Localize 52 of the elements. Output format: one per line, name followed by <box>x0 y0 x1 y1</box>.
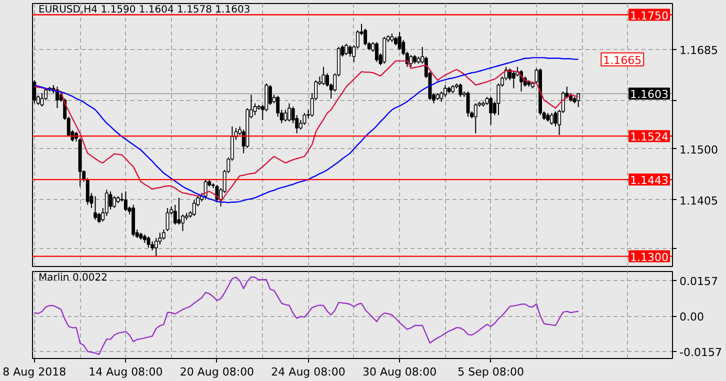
candlestick <box>443 84 447 98</box>
candlestick <box>474 102 478 134</box>
candlestick <box>166 207 170 232</box>
candlestick <box>215 184 219 202</box>
candlestick <box>204 179 208 200</box>
candlestick <box>375 42 378 63</box>
x-tick-label: 20 Aug 08:00 <box>180 366 254 378</box>
x-tick-label: 8 Aug 2018 <box>2 366 66 378</box>
y-tick-label: 0.0157 <box>680 275 718 288</box>
ref-line-label: 1.1300 <box>630 250 669 264</box>
candlestick <box>94 196 97 220</box>
candlestick <box>288 102 291 122</box>
candlestick <box>382 36 386 64</box>
y-tick-label: 0.00 <box>680 310 704 324</box>
ref-line-label: 1.1750 <box>630 9 669 22</box>
candlestick <box>409 54 413 68</box>
candlestick <box>124 190 128 212</box>
y-tick-label: -0.0157 <box>680 346 722 359</box>
candlestick <box>489 96 493 126</box>
candlestick <box>302 112 306 126</box>
candlestick <box>40 92 44 108</box>
candlestick <box>284 109 288 122</box>
candlestick <box>398 31 402 51</box>
y-tick-label: 1.1500 <box>680 143 718 156</box>
candlestick <box>192 199 196 217</box>
candlestick <box>253 102 257 116</box>
chart-title: EURUSD,H4 1.1590 1.1604 1.1578 1.1603 <box>38 4 250 16</box>
x-tick-label: 14 Aug 08:00 <box>88 366 163 378</box>
ref-line-label: 1.1603 <box>630 88 669 102</box>
candlestick <box>150 240 154 251</box>
candlestick <box>177 197 181 226</box>
chart-title: Marlin 0.0022 <box>38 272 108 284</box>
candlestick <box>348 44 352 58</box>
candlestick <box>576 92 580 108</box>
y-tick-label: 1.1405 <box>680 194 718 208</box>
candlestick <box>512 71 516 89</box>
text: 1.1665 <box>603 54 642 67</box>
x-tick-label: 5 Sep 08:00 <box>458 366 524 378</box>
candlestick <box>112 196 116 208</box>
candlestick <box>458 82 462 98</box>
x-tick-label: 30 Aug 08:00 <box>362 366 437 378</box>
candlestick <box>146 236 150 248</box>
candlestick <box>364 28 368 46</box>
candlestick <box>550 112 554 126</box>
candlestick <box>322 66 326 86</box>
ref-line-label: 1.1443 <box>630 174 669 188</box>
candlestick <box>162 228 166 240</box>
candlestick <box>108 190 112 210</box>
x-tick-label: 24 Aug 08:00 <box>271 366 346 378</box>
ref-line-label: 1.1524 <box>630 130 669 144</box>
candlestick <box>344 43 348 56</box>
y-tick-label: 1.1685 <box>680 44 718 58</box>
